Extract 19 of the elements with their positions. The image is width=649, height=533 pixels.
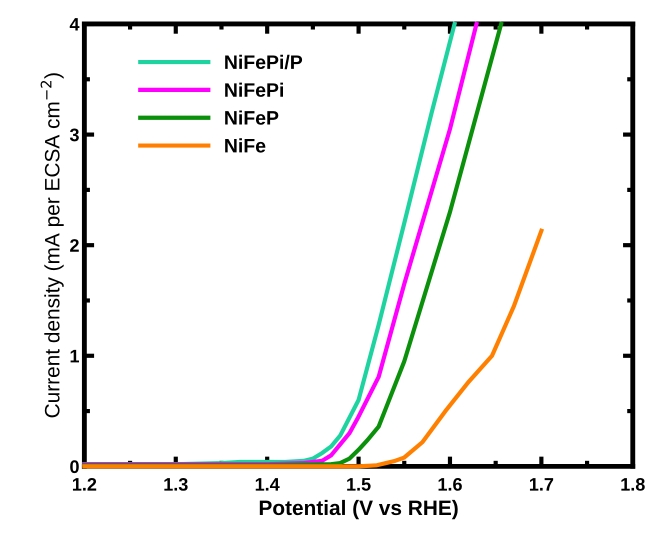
x-tick-label: 1.4 — [256, 478, 280, 491]
legend-label: NiFe — [225, 138, 266, 153]
x-tick-label: 1.3 — [164, 478, 188, 491]
x-tick-label: 1.5 — [347, 478, 371, 491]
y-tick-label: 0 — [70, 460, 79, 474]
x-tick-label: 1.7 — [530, 478, 554, 491]
legend-label: NiFePi/P — [225, 54, 302, 70]
y-axis-title: Current density (mA per ECSA cm$^{−2}$) — [40, 73, 64, 418]
x-tick-label: 1.6 — [438, 478, 462, 491]
line-series — [82, 228, 544, 468]
x-axis-title: Potential (V vs RHE) — [260, 500, 458, 520]
y-tick-label: 4 — [70, 18, 80, 31]
y-tick-label: 1 — [70, 350, 80, 362]
y-tick-label: 3 — [70, 128, 79, 142]
x-tick-label: 1.8 — [621, 478, 645, 491]
y-tick-label: 2 — [70, 239, 79, 252]
x-tick-label: 1.2 — [72, 478, 96, 491]
legend-label: NiFePi — [225, 82, 283, 97]
legend-label: NiFeP — [225, 110, 278, 125]
